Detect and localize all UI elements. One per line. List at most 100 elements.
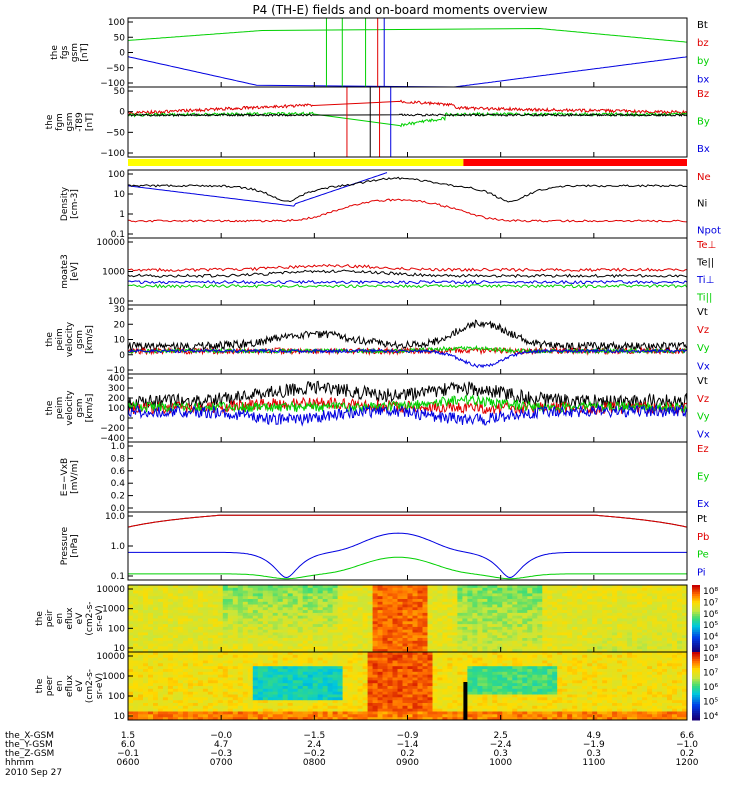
spectrogram-cell	[517, 705, 523, 710]
spectrogram-cell	[143, 604, 149, 608]
spectrogram-cell	[177, 607, 184, 611]
spectrogram-cell	[202, 596, 209, 600]
spectrogram-cell	[507, 683, 513, 687]
spectrogram-cell	[472, 624, 478, 628]
spectrogram-cell	[237, 601, 244, 606]
spectrogram-cell	[352, 593, 359, 597]
spectrogram-cell	[292, 643, 299, 647]
spectrogram-cell	[292, 638, 299, 642]
spectrogram-cell	[317, 657, 324, 662]
spectrogram-cell	[657, 638, 663, 642]
spectrogram-cell	[153, 708, 159, 713]
spectrogram-cell	[637, 587, 643, 592]
spectrogram-cell	[462, 640, 468, 645]
spectrogram-cell	[157, 646, 164, 650]
spectrogram-cell	[382, 711, 389, 715]
spectrogram-cell	[632, 624, 638, 628]
spectrogram-cell	[517, 621, 523, 625]
spectrogram-cell	[627, 612, 633, 617]
spectrogram-cell	[382, 654, 389, 659]
spectrogram-cell	[272, 652, 279, 656]
spectrogram-cell	[307, 654, 314, 659]
spectrogram-cell	[207, 587, 214, 592]
spectrogram-cell	[292, 674, 299, 679]
spectrogram-cell	[632, 640, 638, 645]
spectrogram-cell	[522, 714, 528, 718]
spectrogram-cell	[612, 590, 618, 594]
spectrogram-cell	[567, 666, 573, 670]
spectrogram-cell	[133, 590, 139, 594]
spectrogram-cell	[197, 618, 204, 622]
spectrogram-cell	[217, 632, 224, 636]
spectrogram-cell	[417, 669, 424, 673]
spectrogram-cell	[252, 632, 259, 636]
spectrogram-cell	[457, 643, 463, 647]
spectrogram-cell	[572, 688, 578, 693]
spectrogram-cell	[262, 610, 269, 614]
spectrogram-cell	[148, 640, 154, 645]
spectrogram-cell	[222, 677, 229, 681]
spectrogram-cell	[157, 649, 164, 652]
spectrogram-cell	[597, 607, 603, 611]
spectrogram-cell	[447, 683, 453, 687]
spectrogram-cell	[337, 640, 344, 645]
spectrogram-cell	[547, 686, 553, 690]
spectrogram-cell	[682, 632, 687, 636]
spectrogram-cell	[148, 649, 154, 652]
spectrogram-cell	[302, 686, 309, 690]
spectrogram-cell	[287, 669, 294, 673]
spectrogram-cell	[267, 590, 274, 594]
spectrogram-cell	[402, 599, 409, 603]
spectrogram-cell	[172, 688, 179, 693]
spectrogram-cell	[157, 626, 164, 631]
spectrogram-cell	[148, 671, 154, 676]
spectrogram-cell	[207, 705, 214, 710]
spectrogram-cell	[597, 657, 603, 662]
spectrogram-cell	[562, 686, 568, 690]
spectrogram-cell	[382, 666, 389, 670]
spectrogram-cell	[332, 618, 339, 622]
spectrogram-cell	[442, 711, 448, 715]
spectrogram-cell	[307, 587, 314, 592]
spectrogram-cell	[237, 599, 244, 603]
spectrogram-cell	[162, 601, 169, 606]
spectrogram-cell	[297, 703, 304, 707]
spectrogram-cell	[487, 599, 493, 603]
spectrogram-cell	[307, 705, 314, 710]
spectrogram-cell	[292, 663, 299, 667]
spectrogram-cell	[602, 657, 608, 662]
spectrogram-cell	[427, 674, 434, 679]
spectrogram-cell	[207, 694, 214, 698]
spectrogram-cell	[302, 663, 309, 667]
spectrogram-cell	[342, 705, 349, 710]
spectrogram-cell	[167, 677, 174, 681]
spectrogram-cell	[452, 680, 458, 684]
spectrogram-cell	[592, 674, 598, 679]
spectrogram-cell	[647, 649, 653, 652]
spectrogram-cell	[272, 669, 279, 673]
spectrogram-cell	[242, 666, 249, 670]
spectrogram-cell	[657, 615, 663, 620]
spectrogram-cell	[432, 632, 439, 636]
spectrogram-cell	[452, 649, 458, 652]
spectrogram-cell	[457, 590, 463, 594]
spectrogram-cell	[562, 666, 568, 670]
spectrogram-cell	[302, 638, 309, 642]
spectrogram-cell	[447, 700, 453, 704]
spectrogram-cell	[542, 615, 548, 620]
spectrogram-cell	[297, 610, 304, 614]
spectrogram-cell	[507, 587, 513, 592]
spectrogram-cell	[647, 612, 653, 617]
spectrogram-cell	[582, 708, 588, 713]
spectrogram-cell	[357, 652, 364, 656]
spectrogram-cell	[427, 596, 434, 600]
spectrogram-cell	[202, 714, 209, 718]
spectrogram-cell	[133, 717, 139, 720]
spectrogram-cell	[447, 629, 453, 634]
spectrogram-cell	[207, 599, 214, 603]
spectrogram-cell	[647, 590, 653, 594]
spectrogram-cell	[672, 649, 678, 652]
spectrogram-cell	[352, 585, 359, 589]
spectrogram-cell	[267, 612, 274, 617]
spectrogram-cell	[457, 612, 463, 617]
